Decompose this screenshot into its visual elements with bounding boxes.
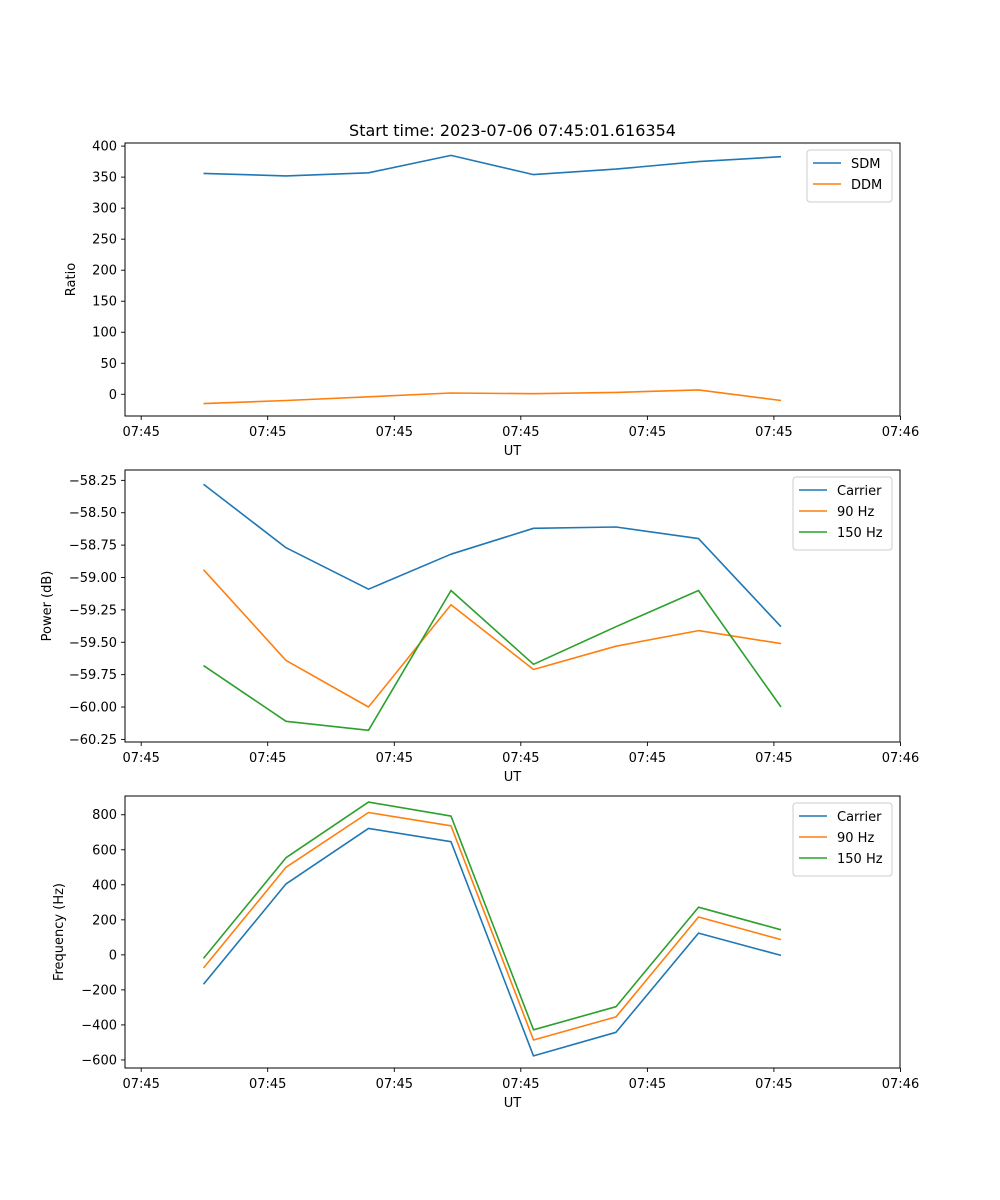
- y-tick-label: −59.25: [69, 603, 117, 618]
- y-tick-label: −600: [81, 1053, 117, 1068]
- x-tick-label: 07:46: [882, 1077, 919, 1092]
- y-tick-label: 800: [92, 808, 117, 823]
- y-tick-label: 0: [109, 388, 117, 403]
- x-tick-label: 07:45: [755, 425, 792, 440]
- chart-title: Start time: 2023-07-06 07:45:01.616354: [349, 121, 676, 140]
- y-axis-label: Frequency (Hz): [52, 883, 67, 981]
- axes-frame: [124, 795, 901, 1069]
- subplot-3: 07:45 07:45 07:45 07:45 07:45 07:45 07:46 −600 −…: [52, 795, 919, 1111]
- y-tick-label: −58.25: [69, 474, 117, 489]
- x-tick-label: 07:45: [755, 1077, 792, 1092]
- series-line-carrier: [203, 483, 782, 628]
- y-tick-label: 200: [92, 913, 117, 928]
- axes-frame: [124, 142, 901, 417]
- x-tick-label: 07:45: [249, 1077, 286, 1092]
- y-tick-label: −200: [81, 983, 117, 998]
- legend: Carrier 90 Hz 150 Hz: [792, 476, 893, 551]
- legend-label: Carrier: [837, 484, 882, 499]
- legend: SDM DDM: [806, 149, 893, 203]
- legend-label: 150 Hz: [837, 526, 883, 541]
- axes-frame: [124, 469, 901, 743]
- y-tick-label: 300: [92, 202, 117, 217]
- x-tick-label: 07:46: [882, 751, 919, 766]
- y-axis-label: Ratio: [64, 263, 79, 296]
- legend-label: 90 Hz: [837, 831, 874, 846]
- x-tick-label: 07:45: [629, 425, 666, 440]
- legend-label: Carrier: [837, 810, 882, 825]
- series-line-carrier: [202, 827, 782, 1057]
- y-tick-label: −59.50: [69, 636, 117, 651]
- series-line-90-hz: [202, 811, 782, 1041]
- y-tick-label: 100: [92, 326, 117, 341]
- series-line-150-hz: [202, 801, 782, 1031]
- x-tick-label: 07:45: [122, 425, 159, 440]
- legend-label: SDM: [851, 157, 880, 172]
- x-tick-label: 07:45: [122, 751, 159, 766]
- x-tick-label: 07:45: [502, 425, 539, 440]
- y-tick-label: 0: [109, 948, 117, 963]
- y-tick-label: −59.75: [69, 668, 117, 683]
- series-line-sdm: [203, 154, 782, 177]
- y-tick-label: −60.25: [69, 733, 117, 748]
- y-tick-label: 400: [92, 878, 117, 893]
- x-tick-label: 07:45: [376, 1077, 413, 1092]
- x-tick-label: 07:45: [122, 1077, 159, 1092]
- y-tick-label: −400: [81, 1018, 117, 1033]
- y-tick-label: 250: [92, 233, 117, 248]
- y-tick-label: −58.75: [69, 539, 117, 554]
- subplot-1: 07:45 07:45 07:45 07:45 07:45 07:45 07:46 0 50 10…: [64, 121, 919, 459]
- legend-label: 90 Hz: [837, 505, 874, 520]
- y-tick-label: −60.00: [69, 701, 117, 716]
- x-tick-label: 07:45: [629, 1077, 666, 1092]
- series-line-ddm: [203, 389, 782, 405]
- x-tick-label: 07:45: [249, 751, 286, 766]
- y-tick-label: 200: [92, 264, 117, 279]
- x-tick-label: 07:45: [502, 751, 539, 766]
- x-tick-label: 07:45: [629, 751, 666, 766]
- legend-label: DDM: [851, 178, 882, 193]
- x-tick-label: 07:45: [755, 751, 792, 766]
- y-tick-label: 150: [92, 295, 117, 310]
- x-axis-label: UT: [504, 770, 522, 785]
- y-tick-label: −59.00: [69, 571, 117, 586]
- legend: Carrier 90 Hz 150 Hz: [792, 802, 893, 877]
- y-tick-label: 400: [92, 140, 117, 155]
- y-tick-label: −58.50: [69, 506, 117, 521]
- y-tick-label: 350: [92, 171, 117, 186]
- x-tick-label: 07:46: [882, 425, 919, 440]
- x-tick-label: 07:45: [502, 1077, 539, 1092]
- legend-label: 150 Hz: [837, 852, 883, 867]
- subplot-2: 07:45 07:45 07:45 07:45 07:45 07:45 07:46 −60.2…: [40, 469, 919, 785]
- x-tick-label: 07:45: [249, 425, 286, 440]
- x-tick-label: 07:45: [376, 425, 413, 440]
- x-axis-label: UT: [504, 1096, 522, 1111]
- series-line-90-hz: [202, 569, 782, 708]
- y-tick-label: 600: [92, 843, 117, 858]
- y-axis-label: Power (dB): [40, 571, 55, 642]
- x-tick-label: 07:45: [376, 751, 413, 766]
- y-tick-label: 50: [100, 357, 117, 372]
- series-line-150-hz: [203, 589, 782, 732]
- x-axis-label: UT: [504, 444, 522, 459]
